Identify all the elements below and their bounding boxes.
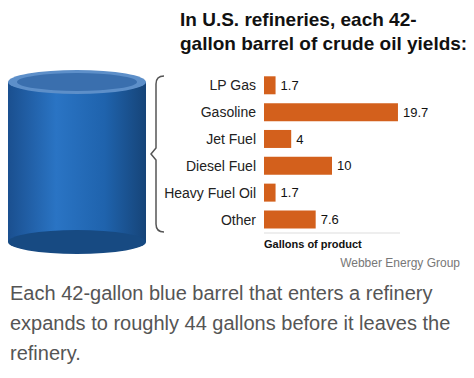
html-text:Webber Energy Group: Webber Energy Group [340, 256, 460, 270]
html-text:Gallons of product: Gallons of product [264, 238, 362, 250]
html-text:In U.S. refineries, each 42-ga: In U.S. refineries, each 42-gallon barre… [180, 9, 468, 54]
svg-text:Gasoline: Gasoline [201, 104, 256, 120]
svg-text:1.7: 1.7 [281, 78, 299, 93]
svg-text:LP Gas: LP Gas [210, 77, 256, 93]
svg-text:19.7: 19.7 [403, 105, 428, 120]
html-text:Each 42-gallon blue barrel tha: Each 42-gallon blue barrel that enters a… [10, 282, 451, 364]
svg-text:Heavy Fuel Oil: Heavy Fuel Oil [164, 185, 256, 201]
svg-text:4: 4 [296, 132, 303, 147]
svg-text:7.6: 7.6 [321, 212, 339, 227]
svg-text:Jet Fuel: Jet Fuel [206, 131, 256, 147]
svg-text:Diesel Fuel: Diesel Fuel [186, 158, 256, 174]
svg-text:10: 10 [337, 158, 351, 173]
svg-text:Other: Other [221, 212, 256, 228]
svg-text:1.7: 1.7 [281, 185, 299, 200]
